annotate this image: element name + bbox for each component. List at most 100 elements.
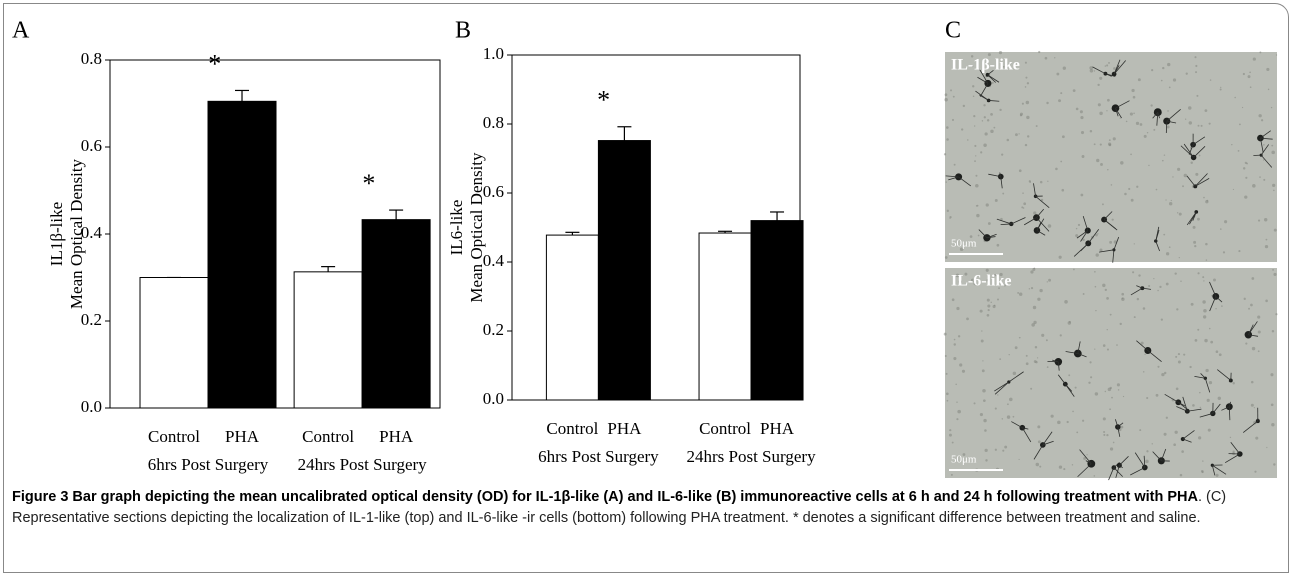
- texture: [1018, 133, 1020, 135]
- texture: [983, 104, 986, 107]
- texture: [1264, 245, 1269, 249]
- texture: [946, 209, 949, 212]
- texture: [1155, 188, 1158, 191]
- texture: [953, 338, 956, 341]
- texture: [1045, 339, 1048, 342]
- texture: [946, 138, 949, 141]
- bar: [750, 220, 804, 401]
- texture: [1199, 406, 1202, 409]
- process: [1194, 173, 1208, 187]
- texture: [957, 409, 961, 414]
- texture: [1249, 71, 1251, 74]
- process: [1036, 230, 1046, 236]
- texture: [1172, 176, 1174, 178]
- texture: [1257, 315, 1261, 319]
- texture: [1155, 393, 1159, 397]
- texture: [1199, 391, 1201, 394]
- group-label: 24hrs Post Surgery: [686, 447, 816, 466]
- texture: [1242, 72, 1245, 76]
- texture: [1104, 390, 1107, 393]
- texture: [1266, 446, 1268, 449]
- process: [1099, 249, 1114, 253]
- texture: [974, 144, 977, 148]
- texture: [1103, 433, 1106, 436]
- y-tick-label: 0.4: [81, 223, 103, 242]
- texture: [1253, 420, 1257, 425]
- process: [1033, 444, 1044, 460]
- y-tick-label: 0.2: [483, 320, 504, 339]
- texture: [1058, 99, 1062, 103]
- texture: [1006, 138, 1010, 142]
- texture: [955, 273, 960, 278]
- process: [1194, 375, 1206, 379]
- texture: [1057, 420, 1061, 425]
- texture: [1108, 139, 1111, 141]
- texture: [991, 81, 994, 84]
- texture: [1183, 173, 1188, 178]
- texture: [1148, 164, 1150, 167]
- texture: [1116, 383, 1120, 387]
- texture: [1046, 101, 1049, 105]
- texture: [993, 126, 996, 129]
- process: [1228, 401, 1231, 407]
- x-tick-label: Control: [546, 419, 598, 438]
- texture: [1129, 112, 1133, 116]
- process: [1076, 230, 1088, 239]
- process: [1036, 217, 1050, 232]
- x-tick-label: PHA: [379, 427, 414, 446]
- texture: [986, 119, 990, 122]
- texture: [1257, 219, 1261, 222]
- texture: [1168, 86, 1171, 89]
- texture: [962, 453, 966, 456]
- texture: [1192, 404, 1195, 407]
- bar: [293, 271, 363, 409]
- texture: [1161, 159, 1164, 162]
- texture: [1176, 212, 1179, 214]
- texture: [1165, 252, 1170, 256]
- texture: [984, 132, 988, 136]
- texture: [948, 433, 952, 437]
- x-tick-label: PHA: [760, 419, 795, 438]
- texture: [1024, 61, 1027, 64]
- group-label: 6hrs Post Surgery: [538, 447, 659, 466]
- texture: [975, 174, 978, 177]
- process: [1036, 208, 1045, 218]
- texture: [1099, 111, 1103, 116]
- texture: [961, 128, 964, 131]
- texture: [1025, 354, 1028, 357]
- process: [1057, 374, 1066, 385]
- texture: [1039, 180, 1043, 184]
- texture: [1031, 323, 1035, 327]
- process: [1112, 249, 1115, 263]
- texture: [1108, 143, 1112, 147]
- texture: [1136, 185, 1139, 188]
- texture: [1018, 292, 1023, 296]
- texture: [964, 272, 968, 276]
- texture: [1255, 436, 1259, 440]
- process: [1221, 406, 1230, 411]
- texture: [1172, 78, 1177, 82]
- texture: [1024, 86, 1027, 88]
- texture: [1194, 56, 1197, 59]
- texture: [1089, 68, 1094, 73]
- texture: [976, 204, 979, 207]
- texture: [979, 412, 984, 417]
- texture: [1188, 106, 1192, 110]
- texture: [1099, 143, 1102, 146]
- texture: [1001, 153, 1004, 156]
- process: [1211, 465, 1216, 476]
- process: [1080, 243, 1089, 252]
- texture: [1202, 315, 1207, 319]
- process: [1182, 438, 1192, 443]
- texture: [1039, 288, 1043, 293]
- texture: [945, 372, 948, 375]
- texture: [1068, 374, 1071, 377]
- y-tick-label: 1.0: [483, 44, 504, 63]
- process: [1155, 240, 1160, 252]
- texture: [1088, 381, 1091, 384]
- texture: [1018, 458, 1020, 461]
- texture: [989, 85, 991, 88]
- scale-label: 50μm: [951, 454, 977, 466]
- texture: [1106, 328, 1108, 331]
- texture: [1097, 103, 1101, 107]
